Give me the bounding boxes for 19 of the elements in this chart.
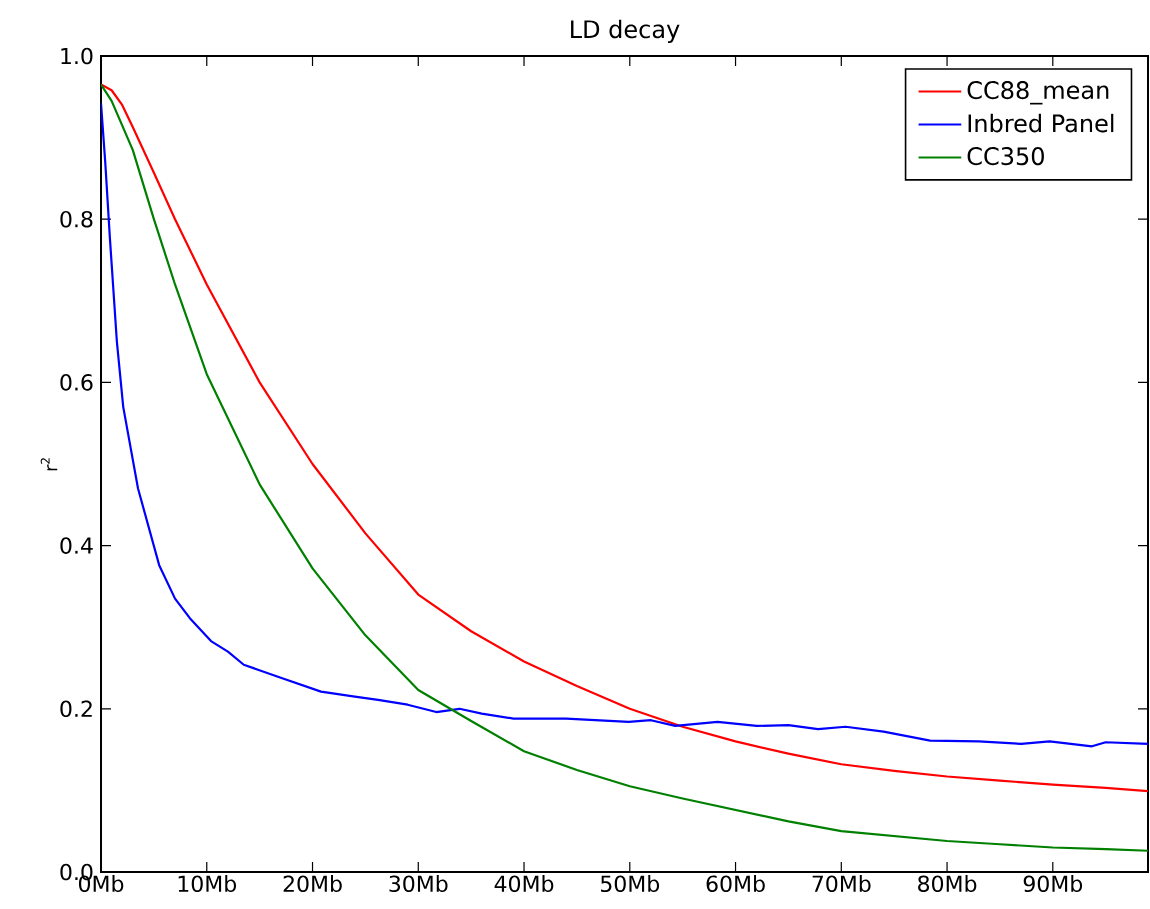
x-tick-label: 30Mb: [389, 875, 448, 893]
x-tick-label: 50Mb: [601, 875, 660, 893]
y-tick-label: 0.4: [60, 537, 93, 554]
y-tick-label: 0.6: [60, 374, 93, 391]
x-tick-label: 10Mb: [178, 875, 237, 893]
x-tick-label: 90Mb: [1023, 875, 1083, 893]
x-tick-label: 20Mb: [283, 875, 342, 893]
x-tick-label: 80Mb: [918, 875, 977, 893]
legend-label: CC88_mean: [967, 81, 1109, 105]
x-tick-label: 60Mb: [706, 875, 765, 893]
y-axis-title: r$^{2}$: [40, 458, 58, 471]
chart-title: LD decay: [571, 19, 680, 43]
legend-label: CC350: [967, 147, 1044, 166]
x-tick-label: 70Mb: [812, 875, 871, 893]
y-tick-label: 0.2: [60, 700, 92, 718]
legend-label: Inbred Panel: [968, 113, 1114, 133]
y-tick-label: 1.0: [61, 47, 93, 65]
y-tick-label: 0.8: [60, 210, 93, 228]
x-tick-label: 40Mb: [494, 875, 554, 893]
